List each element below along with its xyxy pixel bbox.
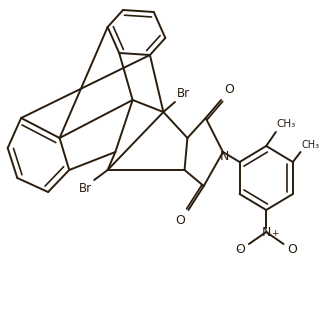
Text: CH₃: CH₃: [277, 119, 296, 129]
Text: O: O: [175, 214, 185, 227]
Text: Br: Br: [177, 87, 190, 100]
Text: CH₃: CH₃: [301, 140, 320, 150]
Text: +: +: [271, 229, 279, 238]
Text: O: O: [224, 83, 234, 96]
Text: O: O: [235, 243, 245, 256]
Text: ⁻: ⁻: [235, 247, 241, 257]
Text: N: N: [220, 150, 230, 163]
Text: Br: Br: [79, 182, 92, 195]
Text: O: O: [287, 243, 297, 256]
Text: N: N: [262, 226, 271, 239]
